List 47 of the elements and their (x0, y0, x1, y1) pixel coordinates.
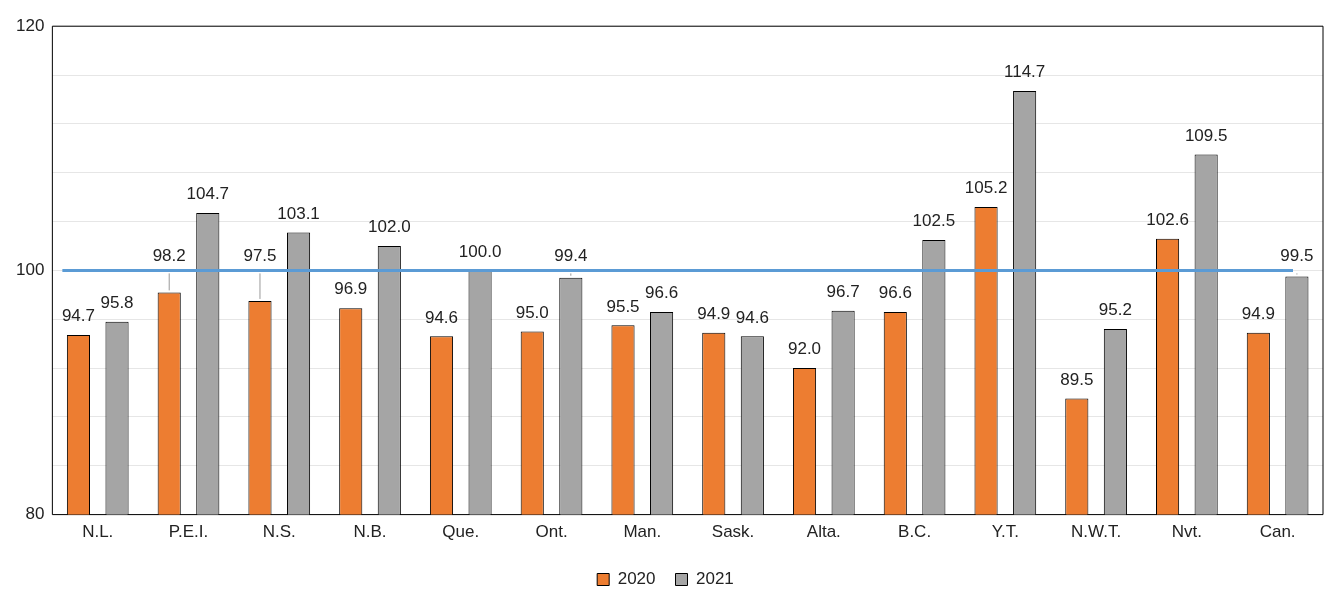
x-tick-label: Nvt. (1171, 522, 1202, 542)
data-label: 95.2 (1098, 300, 1132, 320)
data-label: 105.2 (964, 178, 1008, 198)
data-label: 92.0 (787, 339, 822, 359)
x-tick-label: Ont. (535, 522, 568, 542)
data-label: 99.4 (554, 245, 588, 265)
data-label: 114.7 (1003, 62, 1046, 82)
data-label: 99.5 (1280, 245, 1314, 265)
x-tick-label: Alta. (806, 522, 841, 542)
legend-label: 2021 (696, 569, 734, 589)
x-tick-label: Man. (623, 522, 662, 542)
x-tick-label: Can. (1259, 522, 1296, 542)
data-label: 94.7 (61, 306, 95, 326)
data-label: 100.0 (458, 241, 502, 261)
data-label: 95.0 (515, 302, 549, 322)
data-label: 96.7 (826, 281, 860, 301)
data-label: 96.6 (878, 283, 912, 303)
data-label: 94.9 (697, 303, 731, 323)
x-tick-label: Y.T. (991, 522, 1019, 542)
data-label: 103.1 (277, 203, 320, 223)
data-label: 94.9 (1241, 303, 1275, 323)
data-label: 97.5 (243, 245, 277, 265)
x-tick-label: N.L. (82, 522, 114, 542)
legend-label: 2020 (617, 569, 656, 589)
data-label: 109.5 (1184, 125, 1228, 145)
data-label: 96.9 (334, 279, 368, 299)
y-tick-label: 100 (15, 260, 45, 280)
data-label: 95.5 (606, 296, 640, 316)
data-label: 94.6 (735, 307, 769, 327)
data-label: 104.7 (186, 184, 230, 204)
x-tick-label: P.E.I. (168, 522, 209, 542)
data-label: 102.0 (368, 217, 411, 237)
x-tick-label: N.W.T. (1071, 522, 1122, 542)
data-label: 89.5 (1060, 369, 1094, 389)
data-label: 94.6 (424, 307, 459, 327)
x-tick-label: N.B. (353, 522, 387, 542)
x-tick-label: Sask. (711, 522, 755, 542)
y-tick-label: 120 (15, 15, 45, 35)
data-label: 96.6 (645, 283, 679, 303)
x-tick-label: B.C. (898, 522, 932, 542)
x-tick-label: Que. (442, 522, 480, 542)
x-tick-label: N.S. (262, 522, 296, 542)
data-label: 95.8 (100, 292, 134, 312)
data-label: 102.6 (1146, 209, 1189, 229)
data-label: 98.2 (152, 245, 186, 265)
y-tick-label: 80 (25, 504, 45, 524)
data-label: 102.5 (912, 211, 956, 231)
